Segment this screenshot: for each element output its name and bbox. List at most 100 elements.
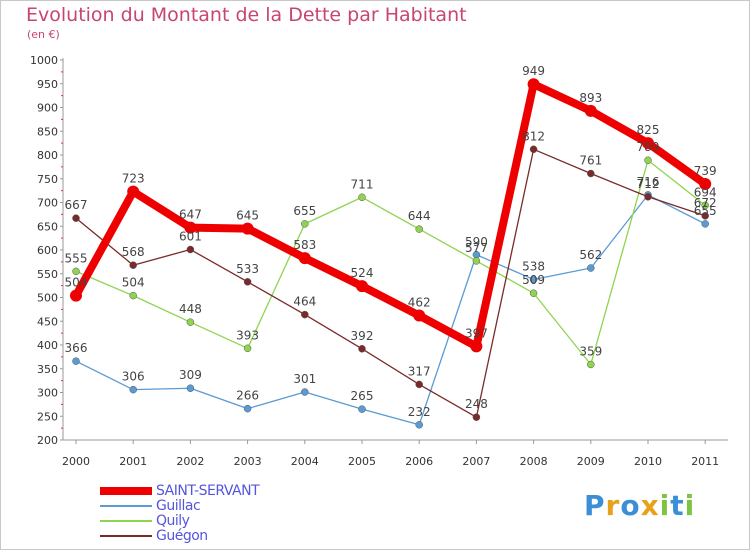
series-line [75, 159, 706, 366]
proxiti-logo: Proxiti [584, 489, 695, 522]
data-point [358, 405, 366, 413]
series-layer [70, 78, 712, 429]
data-point [301, 310, 309, 319]
x-tick-label: 2005 [348, 455, 376, 468]
data-label: 359 [579, 344, 602, 358]
data-point [529, 289, 538, 297]
y-tick-label: 350 [37, 363, 58, 376]
data-label: 509 [522, 273, 545, 287]
data-point [72, 214, 80, 222]
data-label: 504 [65, 276, 88, 290]
data-label: 694 [694, 185, 717, 199]
data-label: 301 [293, 372, 316, 386]
data-label: 655 [293, 204, 316, 218]
legend-label: SAINT-SERVANT [156, 483, 260, 499]
data-point [186, 384, 195, 392]
y-tick-label: 850 [37, 125, 58, 138]
data-label: 672 [694, 196, 717, 210]
data-point [644, 193, 652, 201]
data-label: 366 [65, 341, 88, 355]
data-label: 761 [579, 154, 602, 168]
y-tick-label: 550 [37, 268, 58, 281]
data-label: 464 [293, 295, 316, 309]
data-point [301, 220, 309, 228]
data-label: 590 [465, 235, 488, 249]
data-label: 647 [179, 208, 202, 222]
x-tick-label: 2004 [291, 455, 319, 468]
data-point [587, 169, 595, 178]
data-label: 248 [465, 397, 488, 411]
data-label: 306 [122, 370, 145, 384]
legend-label: Guégon [156, 528, 208, 544]
data-point [529, 275, 538, 284]
data-labels-layer: 504 723 647 645 583 524 462 397 949 893 825 739 366 3… [65, 64, 717, 419]
data-point [301, 388, 309, 396]
y-tick-label: 500 [37, 292, 58, 305]
data-point [129, 261, 137, 269]
data-label: 712 [637, 177, 660, 191]
data-label: 397 [465, 326, 488, 340]
data-label: 949 [522, 64, 545, 78]
data-point [186, 318, 195, 326]
data-point [529, 145, 538, 154]
data-point [243, 344, 252, 353]
y-tick-label: 200 [37, 434, 58, 447]
data-point [358, 345, 366, 353]
data-label: 568 [122, 245, 145, 259]
y-tick-label: 1000 [30, 54, 58, 67]
data-point [72, 357, 80, 365]
x-tick-label: 2011 [691, 455, 719, 468]
chart-title: Evolution du Montant de la Dette par Hab… [26, 4, 467, 26]
data-point [642, 137, 654, 150]
data-point [472, 413, 481, 421]
data-label: 655 [694, 204, 717, 218]
data-label: 601 [179, 230, 202, 244]
y-tick-label: 400 [37, 339, 58, 352]
y-tick-label: 600 [37, 244, 58, 257]
data-point [129, 291, 137, 300]
y-tick-label: 450 [37, 315, 58, 328]
axes: 200 250 300 350 400 450 500 550 600 650 700 750 800 8… [30, 54, 728, 468]
logo-letter: r [605, 489, 621, 522]
data-point [701, 220, 709, 228]
y-tick-label: 650 [37, 220, 58, 233]
data-point [241, 222, 254, 235]
legend-swatch [100, 487, 152, 495]
legend-swatch [100, 505, 152, 507]
data-label: 317 [408, 364, 431, 378]
data-point [129, 385, 137, 394]
data-label: 716 [637, 175, 660, 189]
data-point [243, 404, 252, 413]
series-line [72, 80, 710, 351]
data-label: 644 [408, 209, 431, 223]
data-label: 893 [579, 91, 602, 105]
logo-letter: P [584, 489, 606, 522]
data-point [587, 360, 595, 369]
data-label: 309 [179, 368, 202, 382]
data-point [472, 257, 481, 265]
x-tick-label: 2000 [62, 455, 90, 468]
data-point [587, 264, 595, 272]
x-tick-label: 2003 [234, 455, 262, 468]
data-label: 504 [122, 276, 145, 290]
logo-letter: i [659, 489, 671, 522]
data-label: 645 [236, 209, 259, 223]
data-point [415, 421, 423, 429]
x-tick-label: 2007 [462, 455, 490, 468]
data-point [358, 193, 366, 202]
logo-letter: x [640, 489, 660, 522]
data-label: 462 [408, 296, 431, 310]
data-label: 524 [351, 266, 374, 280]
data-point [470, 340, 483, 353]
data-point [186, 245, 195, 254]
series-line [75, 148, 706, 418]
y-tick-label: 300 [37, 387, 58, 400]
legend-swatch [100, 535, 152, 537]
data-point [72, 267, 80, 276]
logo-letter: t [670, 489, 685, 522]
data-point [127, 185, 140, 198]
data-point [644, 156, 652, 164]
data-point [415, 225, 423, 233]
